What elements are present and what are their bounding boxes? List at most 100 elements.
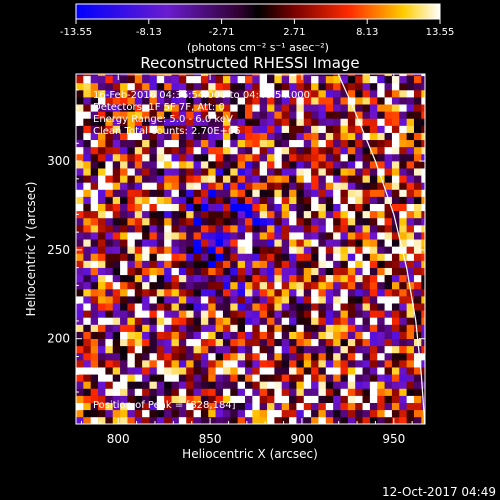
heatmap-cell bbox=[347, 161, 356, 169]
heatmap-cell bbox=[164, 104, 172, 112]
heatmap-cell bbox=[230, 324, 238, 332]
heatmap-cell bbox=[333, 225, 341, 233]
heatmap-cell bbox=[244, 281, 253, 290]
heatmap-cell bbox=[311, 381, 319, 389]
heatmap-cell bbox=[76, 274, 84, 283]
heatmap-cell bbox=[347, 189, 356, 197]
heatmap-cell bbox=[311, 416, 319, 424]
heatmap-cell bbox=[355, 281, 363, 290]
heatmap-cell bbox=[289, 303, 297, 311]
heatmap-cell bbox=[193, 132, 202, 141]
heatmap-cell bbox=[369, 175, 378, 183]
heatmap-cell bbox=[406, 310, 415, 318]
heatmap-cell bbox=[369, 118, 378, 126]
heatmap-cell bbox=[112, 111, 121, 119]
heatmap-cell bbox=[340, 381, 349, 389]
heatmap-cell bbox=[186, 182, 194, 190]
heatmap-cell bbox=[127, 367, 136, 375]
heatmap-cell bbox=[259, 75, 268, 84]
heatmap-cell bbox=[90, 402, 99, 411]
heatmap-cell bbox=[156, 416, 165, 424]
heatmap-cell bbox=[303, 246, 312, 254]
heatmap-cell bbox=[406, 132, 415, 141]
heatmap-cell bbox=[377, 324, 385, 332]
heatmap-cell bbox=[208, 317, 216, 325]
heatmap-cell bbox=[237, 324, 246, 332]
heatmap-cell bbox=[186, 196, 194, 204]
heatmap-cell bbox=[244, 189, 253, 197]
heatmap-cell bbox=[230, 288, 238, 297]
heatmap-cell bbox=[244, 146, 253, 155]
heatmap-cell bbox=[90, 153, 99, 162]
heatmap-cell bbox=[303, 239, 312, 247]
heatmap-cell bbox=[90, 338, 99, 347]
heatmap-cell bbox=[252, 281, 260, 290]
heatmap-cell bbox=[384, 89, 393, 98]
heatmap-cell bbox=[296, 324, 305, 332]
heatmap-cell bbox=[222, 82, 231, 91]
heatmap-cell bbox=[193, 416, 202, 424]
heatmap-cell bbox=[259, 74, 268, 77]
heatmap-cell bbox=[98, 296, 106, 304]
heatmap-cell bbox=[399, 267, 407, 276]
heatmap-cell bbox=[98, 345, 106, 354]
heatmap-cell bbox=[200, 196, 209, 204]
heatmap-cell bbox=[252, 416, 260, 424]
heatmap-cell bbox=[90, 246, 99, 254]
heatmap-cell bbox=[281, 360, 290, 368]
heatmap-cell bbox=[215, 97, 224, 105]
heatmap-cell bbox=[406, 388, 415, 396]
heatmap-cell bbox=[105, 296, 114, 304]
heatmap-cell bbox=[142, 146, 150, 155]
heatmap-cell bbox=[355, 402, 363, 411]
heatmap-cell bbox=[230, 338, 238, 347]
heatmap-cell bbox=[355, 260, 363, 268]
heatmap-cell bbox=[355, 217, 363, 226]
heatmap-cell bbox=[274, 288, 283, 297]
heatmap-cell bbox=[76, 97, 84, 105]
heatmap-cell bbox=[149, 303, 158, 311]
heatmap-cell bbox=[311, 82, 319, 91]
heatmap-cell bbox=[413, 146, 422, 155]
heatmap-cell bbox=[83, 352, 91, 361]
heatmap-cell bbox=[347, 132, 356, 141]
heatmap-cell bbox=[296, 381, 305, 389]
heatmap-cell bbox=[399, 381, 407, 389]
heatmap-cell bbox=[76, 210, 84, 219]
heatmap-cell bbox=[193, 146, 202, 155]
heatmap-cell bbox=[369, 367, 378, 375]
heatmap-cell bbox=[105, 374, 114, 382]
heatmap-cell bbox=[193, 196, 202, 204]
heatmap-cell bbox=[362, 168, 371, 176]
heatmap-cell bbox=[178, 239, 187, 247]
heatmap-cell bbox=[200, 161, 209, 169]
heatmap-cell bbox=[83, 182, 91, 190]
heatmap-cell bbox=[289, 153, 297, 162]
heatmap-cell bbox=[105, 416, 114, 424]
heatmap-cell bbox=[318, 161, 327, 169]
heatmap-cell bbox=[90, 260, 99, 268]
heatmap-cell bbox=[90, 267, 99, 276]
heatmap-cell bbox=[259, 239, 268, 247]
heatmap-cell bbox=[244, 246, 253, 254]
heatmap-cell bbox=[369, 274, 378, 283]
heatmap-cell bbox=[105, 139, 114, 148]
heatmap-cell bbox=[369, 310, 378, 318]
heatmap-cell bbox=[230, 168, 238, 176]
heatmap-cell bbox=[164, 281, 172, 290]
heatmap-cell bbox=[244, 367, 253, 375]
heatmap-cell bbox=[281, 296, 290, 304]
heatmap-cell bbox=[215, 175, 224, 183]
heatmap-cell bbox=[105, 402, 114, 411]
heatmap-cell bbox=[259, 352, 268, 361]
heatmap-cell bbox=[134, 225, 143, 233]
heatmap-cell bbox=[362, 189, 371, 197]
heatmap-cell bbox=[281, 267, 290, 276]
heatmap-cell bbox=[127, 360, 136, 368]
heatmap-cell bbox=[318, 225, 327, 233]
heatmap-cell bbox=[355, 345, 363, 354]
heatmap-cell bbox=[333, 161, 341, 169]
heatmap-cell bbox=[406, 360, 415, 368]
heatmap-cell bbox=[274, 310, 283, 318]
heatmap-cell bbox=[178, 303, 187, 311]
